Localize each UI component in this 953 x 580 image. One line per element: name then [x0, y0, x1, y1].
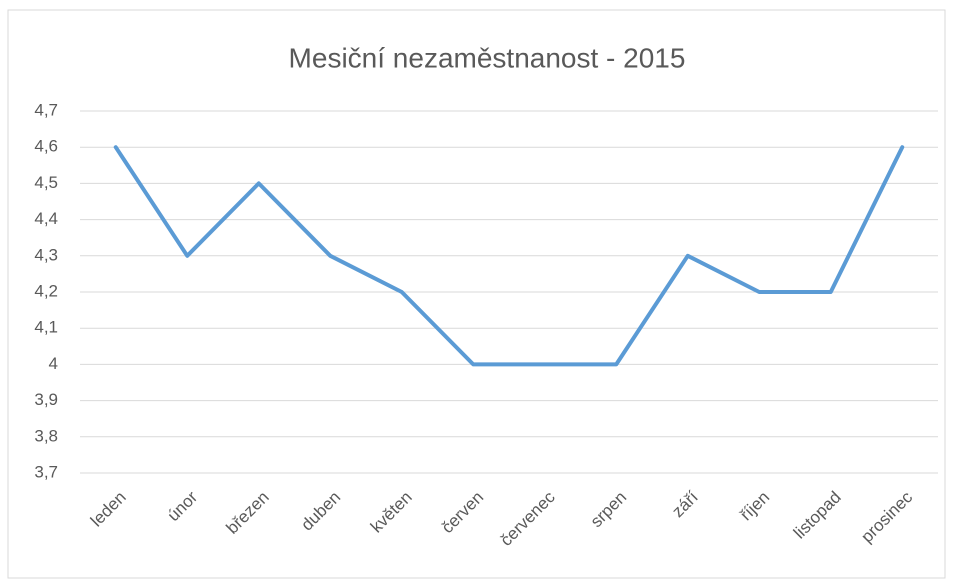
y-tick-label: 3,9 [34, 390, 58, 409]
y-tick-label: 4,7 [34, 100, 58, 119]
y-tick-label: 4,3 [34, 245, 58, 264]
y-tick-label: 4,4 [34, 209, 58, 228]
y-tick-label: 4,5 [34, 173, 58, 192]
y-tick-label: 4 [49, 354, 58, 373]
y-tick-label: 3,7 [34, 462, 58, 481]
y-tick-label: 4,2 [34, 281, 58, 300]
y-tick-label: 4,1 [34, 318, 58, 337]
line-series [113, 145, 905, 367]
y-tick-label: 3,8 [34, 426, 58, 445]
chart-title: Mesiční nezaměstnanost - 2015 [289, 42, 686, 73]
y-tick-label: 4,6 [34, 137, 58, 156]
